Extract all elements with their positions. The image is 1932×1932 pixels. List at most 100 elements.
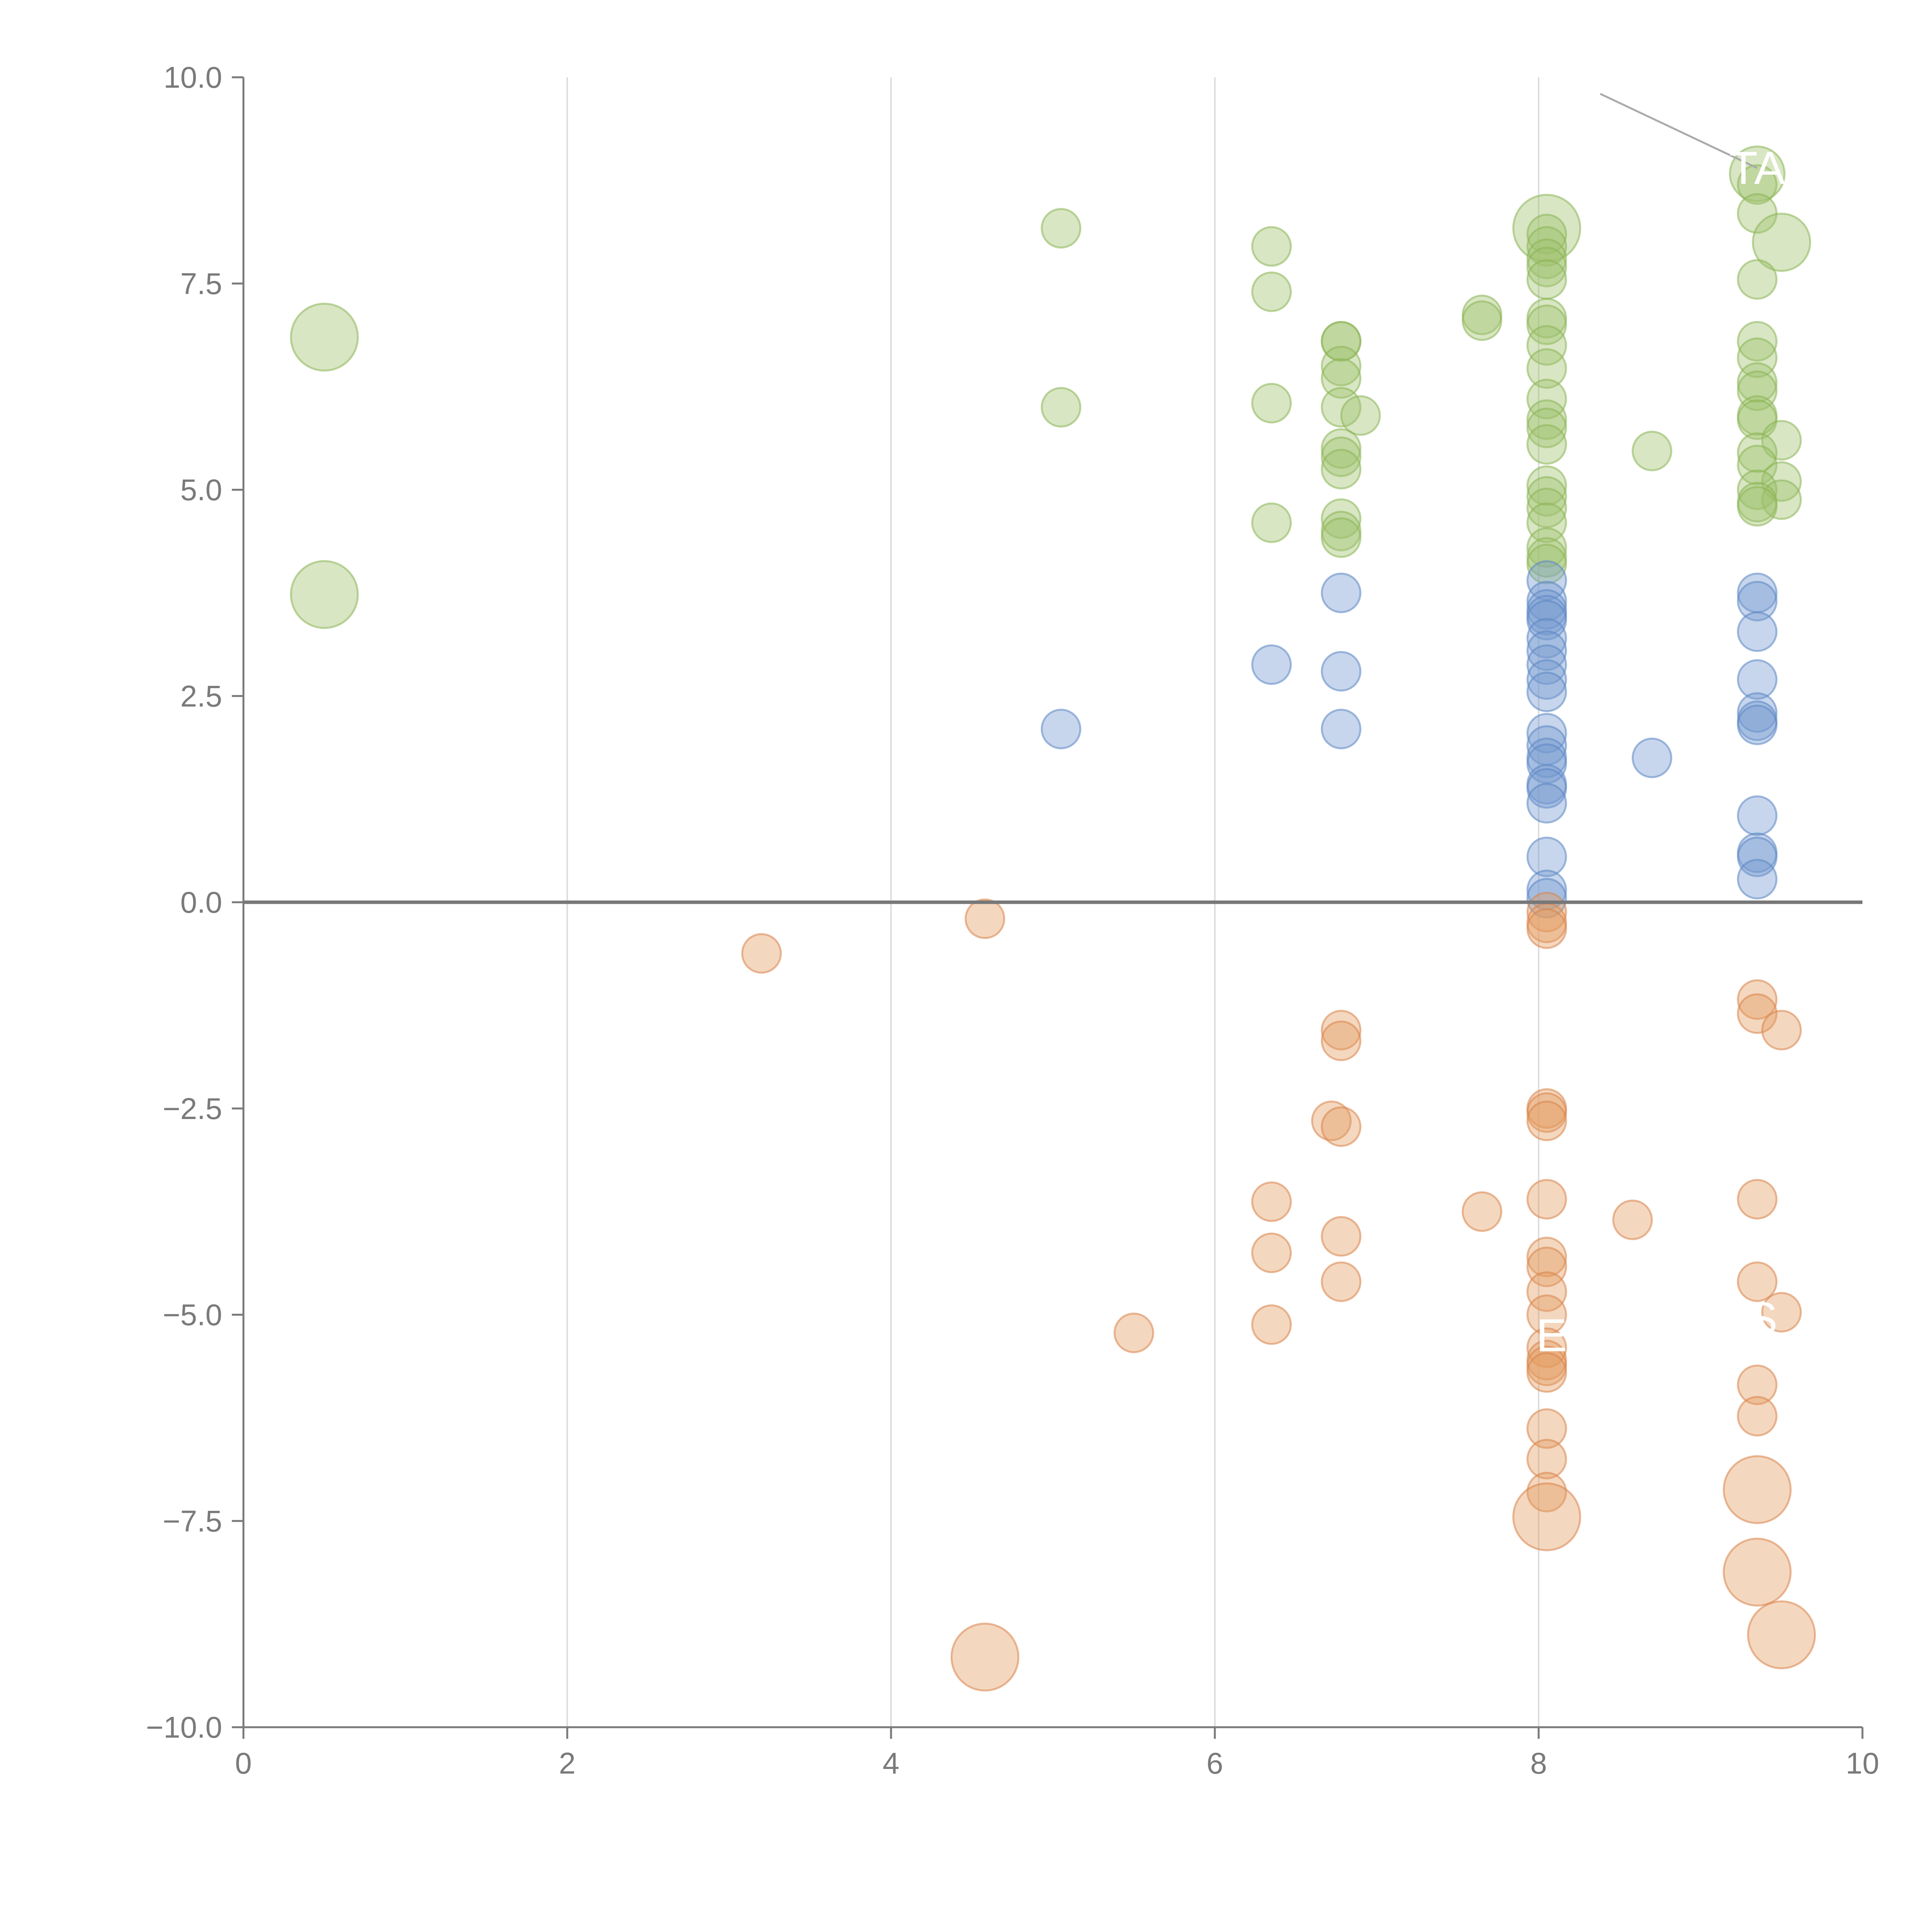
- y-tick-label: 2.5: [180, 679, 222, 713]
- data-point-green: [1761, 420, 1802, 461]
- data-point-orange: [1526, 1236, 1567, 1277]
- data-point-orange: [1251, 1181, 1292, 1222]
- data-point-orange: [1251, 1304, 1292, 1345]
- data-point-green: [1526, 379, 1567, 420]
- data-point-blue: [1321, 651, 1362, 692]
- data-point-orange: [1526, 1294, 1567, 1335]
- data-point-green: [1251, 383, 1292, 423]
- data-point-orange: [1526, 1408, 1567, 1449]
- data-point-green: [1526, 238, 1567, 279]
- data-point-orange: [1723, 1537, 1792, 1607]
- data-point-orange: [1512, 1482, 1582, 1551]
- data-point-green: [1041, 208, 1082, 249]
- data-point-green: [1461, 300, 1502, 341]
- data-point-orange: [1251, 1232, 1292, 1273]
- y-tick-label: −7.5: [163, 1504, 222, 1538]
- data-point-orange: [1321, 1010, 1362, 1051]
- data-point-blue: [1737, 859, 1778, 900]
- data-point-green: [1526, 226, 1567, 267]
- data-point-blue: [1737, 704, 1778, 745]
- data-point-green: [1631, 430, 1672, 471]
- y-tick-label: −5.0: [163, 1298, 222, 1332]
- data-point-blue: [1526, 672, 1567, 713]
- y-tick-label: −2.5: [163, 1092, 222, 1126]
- data-point-blue: [1526, 768, 1567, 809]
- data-point-green: [1737, 399, 1778, 440]
- y-tick-label: −10.0: [146, 1710, 222, 1744]
- data-point-blue: [1526, 837, 1567, 878]
- data-point-orange: [950, 1622, 1020, 1692]
- x-tick-label: 4: [883, 1746, 899, 1780]
- data-point-orange: [1526, 1352, 1567, 1393]
- data-point-orange: [1761, 1010, 1802, 1051]
- data-point-green: [1526, 247, 1567, 287]
- data-point-green: [1251, 502, 1292, 543]
- x-tick-label: 6: [1206, 1746, 1223, 1780]
- data-point-green: [1321, 387, 1362, 428]
- data-point-orange: [1526, 1472, 1567, 1513]
- data-point-green: [1737, 486, 1778, 527]
- data-point-green: [1737, 432, 1778, 473]
- data-point-orange: [1526, 908, 1567, 949]
- annotation-leader: [1600, 93, 1758, 169]
- data-point-green: [1526, 502, 1567, 543]
- x-tick-label: 10: [1846, 1746, 1879, 1780]
- data-point-green: [1737, 370, 1778, 411]
- x-tick-label: 0: [235, 1746, 252, 1780]
- data-point-orange: [1526, 1092, 1567, 1133]
- data-point-orange: [1737, 979, 1778, 1020]
- data-point-orange: [1321, 1020, 1362, 1061]
- data-point-orange: [1737, 1364, 1778, 1405]
- data-point-green: [1526, 259, 1567, 300]
- data-point-orange: [1737, 1261, 1778, 1302]
- y-tick-label: 7.5: [180, 267, 222, 301]
- data-point-green: [1729, 145, 1786, 202]
- data-point-green: [1321, 358, 1362, 399]
- data-point-blue: [1321, 572, 1362, 613]
- data-point-green: [1526, 544, 1567, 585]
- data-point-green: [1340, 395, 1381, 436]
- annotation-label: S: [1747, 1293, 1777, 1345]
- data-point-blue: [1737, 659, 1778, 700]
- data-point-green: [1321, 345, 1362, 386]
- data-point-green: [1526, 527, 1567, 568]
- y-tick-label: 10.0: [163, 60, 222, 94]
- data-point-blue: [1526, 783, 1567, 824]
- data-point-blue: [1631, 737, 1672, 778]
- axis-layer: 10.0 7.5 5.0 2.5 0.0 −2.5 −5.0 −7.5 −10.0 0 2 4 6 8 10: [146, 60, 1879, 1780]
- data-point-orange: [1737, 993, 1778, 1034]
- data-point-green: [1526, 214, 1567, 255]
- y-tick-label: 0.0: [180, 885, 222, 919]
- data-point-orange: [1114, 1312, 1154, 1353]
- data-point-green: [1737, 259, 1778, 300]
- x-tick-label: 2: [559, 1746, 575, 1780]
- points-layer: [243, 145, 1862, 1692]
- data-point-orange: [1461, 1191, 1502, 1232]
- data-point-green: [1251, 271, 1292, 312]
- data-point-blue: [1251, 644, 1292, 685]
- data-point-green: [1321, 321, 1362, 362]
- data-point-green: [1737, 164, 1778, 205]
- data-point-orange: [1321, 1261, 1362, 1302]
- data-point-orange: [741, 933, 782, 974]
- data-point-blue: [1041, 709, 1082, 750]
- data-point-orange: [1526, 1327, 1567, 1368]
- data-point-green: [1737, 469, 1778, 510]
- data-point-orange: [1526, 1247, 1567, 1287]
- data-point-orange: [1737, 1396, 1778, 1437]
- data-point-blue: [1321, 709, 1362, 750]
- data-point-orange: [1761, 1292, 1802, 1333]
- data-point-green: [1526, 465, 1567, 506]
- data-point-green: [1526, 325, 1567, 366]
- data-point-green: [1737, 321, 1778, 362]
- x-tick-label: 8: [1530, 1746, 1547, 1780]
- data-point-blue: [1526, 713, 1567, 753]
- data-point-orange: [1612, 1199, 1653, 1240]
- data-point-green: [1526, 407, 1567, 448]
- data-point-orange: [1526, 1439, 1567, 1480]
- data-point-green: [1752, 213, 1811, 272]
- data-point-green: [1321, 428, 1362, 469]
- data-point-orange: [1747, 1600, 1816, 1669]
- data-point-blue: [1737, 581, 1778, 622]
